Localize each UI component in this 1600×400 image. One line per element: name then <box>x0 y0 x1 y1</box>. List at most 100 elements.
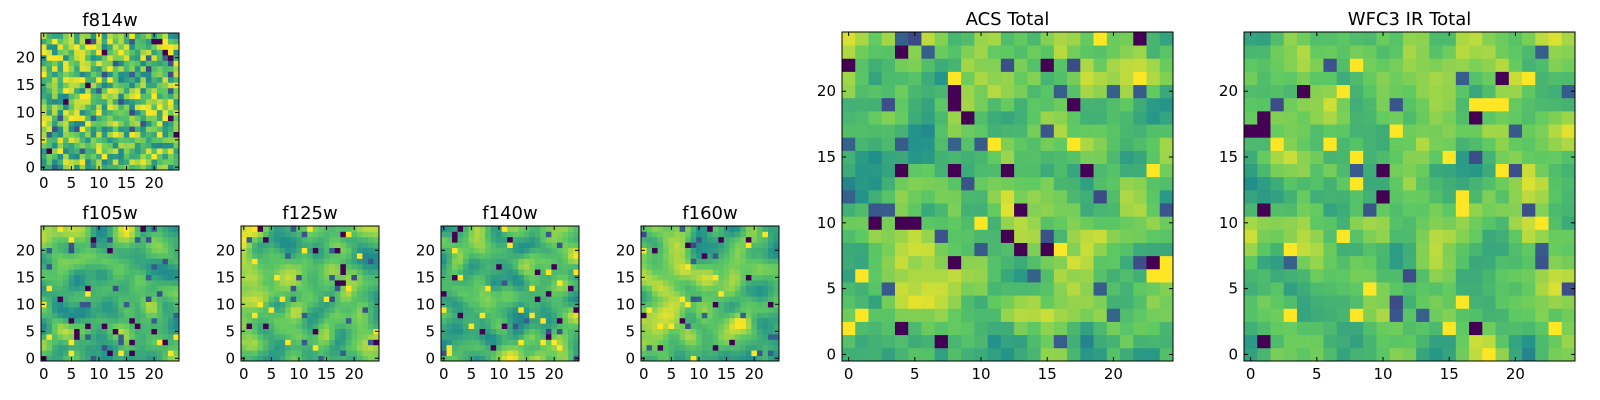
heatmap-cell <box>356 317 363 324</box>
heatmap-cell <box>112 120 119 127</box>
heatmap-cell <box>57 263 64 270</box>
heatmap-cell <box>1296 71 1311 86</box>
heatmap-cell <box>1106 308 1121 322</box>
heatmap-cell <box>296 285 303 292</box>
heatmap-cell <box>101 236 108 243</box>
heatmap-cell <box>167 115 174 122</box>
heatmap-cell <box>156 323 163 329</box>
y-tick-label: 20 <box>1219 82 1238 100</box>
heatmap-cell <box>1053 71 1068 86</box>
heatmap-cell <box>1442 216 1457 230</box>
heatmap-cell <box>79 109 86 116</box>
heatmap-cell <box>657 258 664 265</box>
heatmap-cell <box>334 253 341 259</box>
heatmap-cell <box>74 148 81 154</box>
heatmap-cell <box>41 236 47 243</box>
heatmap-cell <box>685 296 692 302</box>
heatmap-cell <box>1455 45 1470 59</box>
heatmap-cell <box>134 54 141 61</box>
heatmap-cell <box>140 253 147 259</box>
heatmap-cell <box>329 355 336 362</box>
heatmap-cell <box>987 45 1002 59</box>
heatmap-cell <box>685 312 692 319</box>
x-tick-label: 20 <box>1104 365 1123 383</box>
heatmap-cell <box>751 312 758 319</box>
heatmap-cell <box>74 137 81 143</box>
heatmap-cell <box>457 269 464 275</box>
heatmap-cell <box>1416 268 1430 283</box>
heatmap-cell <box>134 339 141 346</box>
heatmap-cell <box>540 258 547 265</box>
heatmap-cell <box>1014 216 1028 230</box>
heatmap-cell <box>696 350 703 356</box>
heatmap-cell <box>1296 137 1311 151</box>
heatmap-cell <box>1000 58 1015 72</box>
heatmap-cell <box>729 253 736 259</box>
heatmap-cell <box>301 312 308 319</box>
heatmap-cell <box>167 350 174 356</box>
heatmap-cell <box>1522 124 1536 138</box>
heatmap-cell <box>123 236 130 243</box>
heatmap-cell <box>46 355 53 362</box>
heatmap-cell <box>334 290 341 297</box>
heatmap-cell <box>140 54 147 61</box>
heatmap-cell <box>129 137 136 143</box>
heatmap-cell <box>496 269 503 275</box>
heatmap-cell <box>934 84 949 99</box>
heatmap-cell <box>129 71 136 78</box>
heatmap-cell <box>1522 321 1536 336</box>
heatmap-cell <box>1429 216 1443 230</box>
heatmap-cell <box>1133 58 1147 72</box>
heatmap-cell <box>107 71 114 78</box>
heatmap-cell <box>101 115 108 122</box>
heatmap-cell <box>79 226 86 232</box>
heatmap-cell <box>1283 321 1298 336</box>
heatmap-cell <box>974 242 989 257</box>
heatmap-cell <box>745 253 752 259</box>
heatmap-cell <box>318 247 325 254</box>
heatmap-cell <box>545 317 552 324</box>
heatmap-cell <box>112 159 119 165</box>
heatmap-cell <box>123 269 130 275</box>
heatmap-cell <box>1363 282 1377 296</box>
heatmap-cell <box>534 226 541 232</box>
heatmap-cell <box>1093 84 1108 99</box>
heatmap-cell <box>1310 45 1324 59</box>
heatmap-cell <box>307 307 314 313</box>
heatmap-cell <box>268 242 275 248</box>
heatmap-cell <box>556 312 563 319</box>
heatmap-cell <box>457 296 464 302</box>
heatmap-cell <box>340 274 347 281</box>
heatmap-cell <box>268 339 275 346</box>
heatmap-cell <box>101 159 108 165</box>
heatmap-cell <box>908 137 922 151</box>
heatmap-cell <box>279 344 286 351</box>
heatmap-cell <box>85 334 92 340</box>
heatmap-cell <box>140 98 147 105</box>
heatmap-cell <box>140 38 147 45</box>
heatmap-cell <box>85 231 92 238</box>
heatmap-cell <box>729 317 736 324</box>
heatmap-cell <box>1000 110 1015 125</box>
heatmap-cell <box>1310 295 1324 309</box>
heatmap-cell <box>641 296 647 302</box>
heatmap-cell <box>679 226 686 232</box>
heatmap-cell <box>657 269 664 275</box>
heatmap-cell <box>1402 282 1417 296</box>
heatmap-cell <box>46 269 53 275</box>
heatmap-cell <box>101 328 108 335</box>
heatmap-cell <box>921 347 936 362</box>
heatmap-cell <box>696 323 703 329</box>
heatmap-cell <box>1106 268 1121 283</box>
heatmap-cell <box>1000 176 1015 191</box>
heatmap-cell <box>1053 32 1068 46</box>
heatmap-cell <box>1093 203 1108 217</box>
heatmap-cell <box>562 334 569 340</box>
heatmap-cell <box>501 280 508 286</box>
heatmap-cell <box>468 258 475 265</box>
heatmap-cell <box>46 153 53 160</box>
heatmap-cell <box>162 115 169 122</box>
heatmap-cell <box>501 263 508 270</box>
heatmap-cell <box>90 65 97 72</box>
heatmap-cell <box>79 334 86 340</box>
